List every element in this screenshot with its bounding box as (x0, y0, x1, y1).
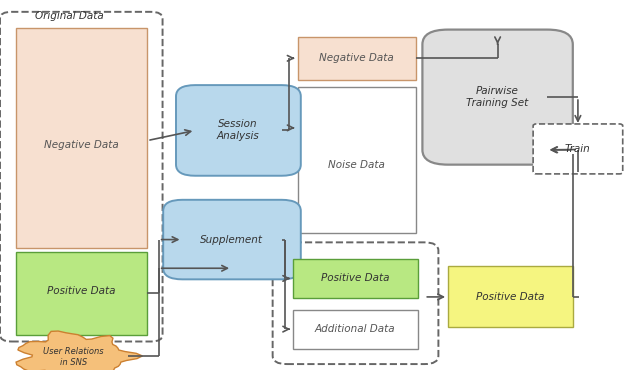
Text: Noise Data: Noise Data (328, 159, 385, 170)
Text: Positive Data: Positive Data (321, 273, 390, 283)
Text: Positive Data: Positive Data (47, 286, 116, 296)
Text: Session
Analysis: Session Analysis (217, 120, 259, 141)
Text: Negative Data: Negative Data (44, 140, 118, 150)
FancyBboxPatch shape (533, 124, 623, 174)
Bar (16, 252, 147, 335)
FancyBboxPatch shape (176, 85, 301, 176)
Text: Train: Train (565, 144, 591, 154)
Text: Negative Data: Negative Data (319, 53, 394, 63)
Bar (293, 310, 418, 349)
Text: Original Data: Original Data (35, 11, 104, 21)
Bar (448, 266, 573, 327)
FancyBboxPatch shape (422, 30, 573, 165)
Text: Additional Data: Additional Data (315, 324, 396, 334)
Bar (16, 28, 147, 248)
Text: Positive Data: Positive Data (476, 292, 545, 302)
Bar (293, 259, 418, 298)
FancyBboxPatch shape (0, 12, 163, 342)
Text: Supplement: Supplement (200, 235, 263, 245)
Bar (298, 87, 416, 233)
Bar (298, 37, 416, 80)
Polygon shape (16, 331, 142, 370)
FancyBboxPatch shape (163, 200, 301, 279)
Text: Pairwise
Training Set: Pairwise Training Set (466, 86, 529, 108)
FancyBboxPatch shape (273, 242, 438, 364)
Text: User Relations
in SNS: User Relations in SNS (44, 347, 104, 367)
